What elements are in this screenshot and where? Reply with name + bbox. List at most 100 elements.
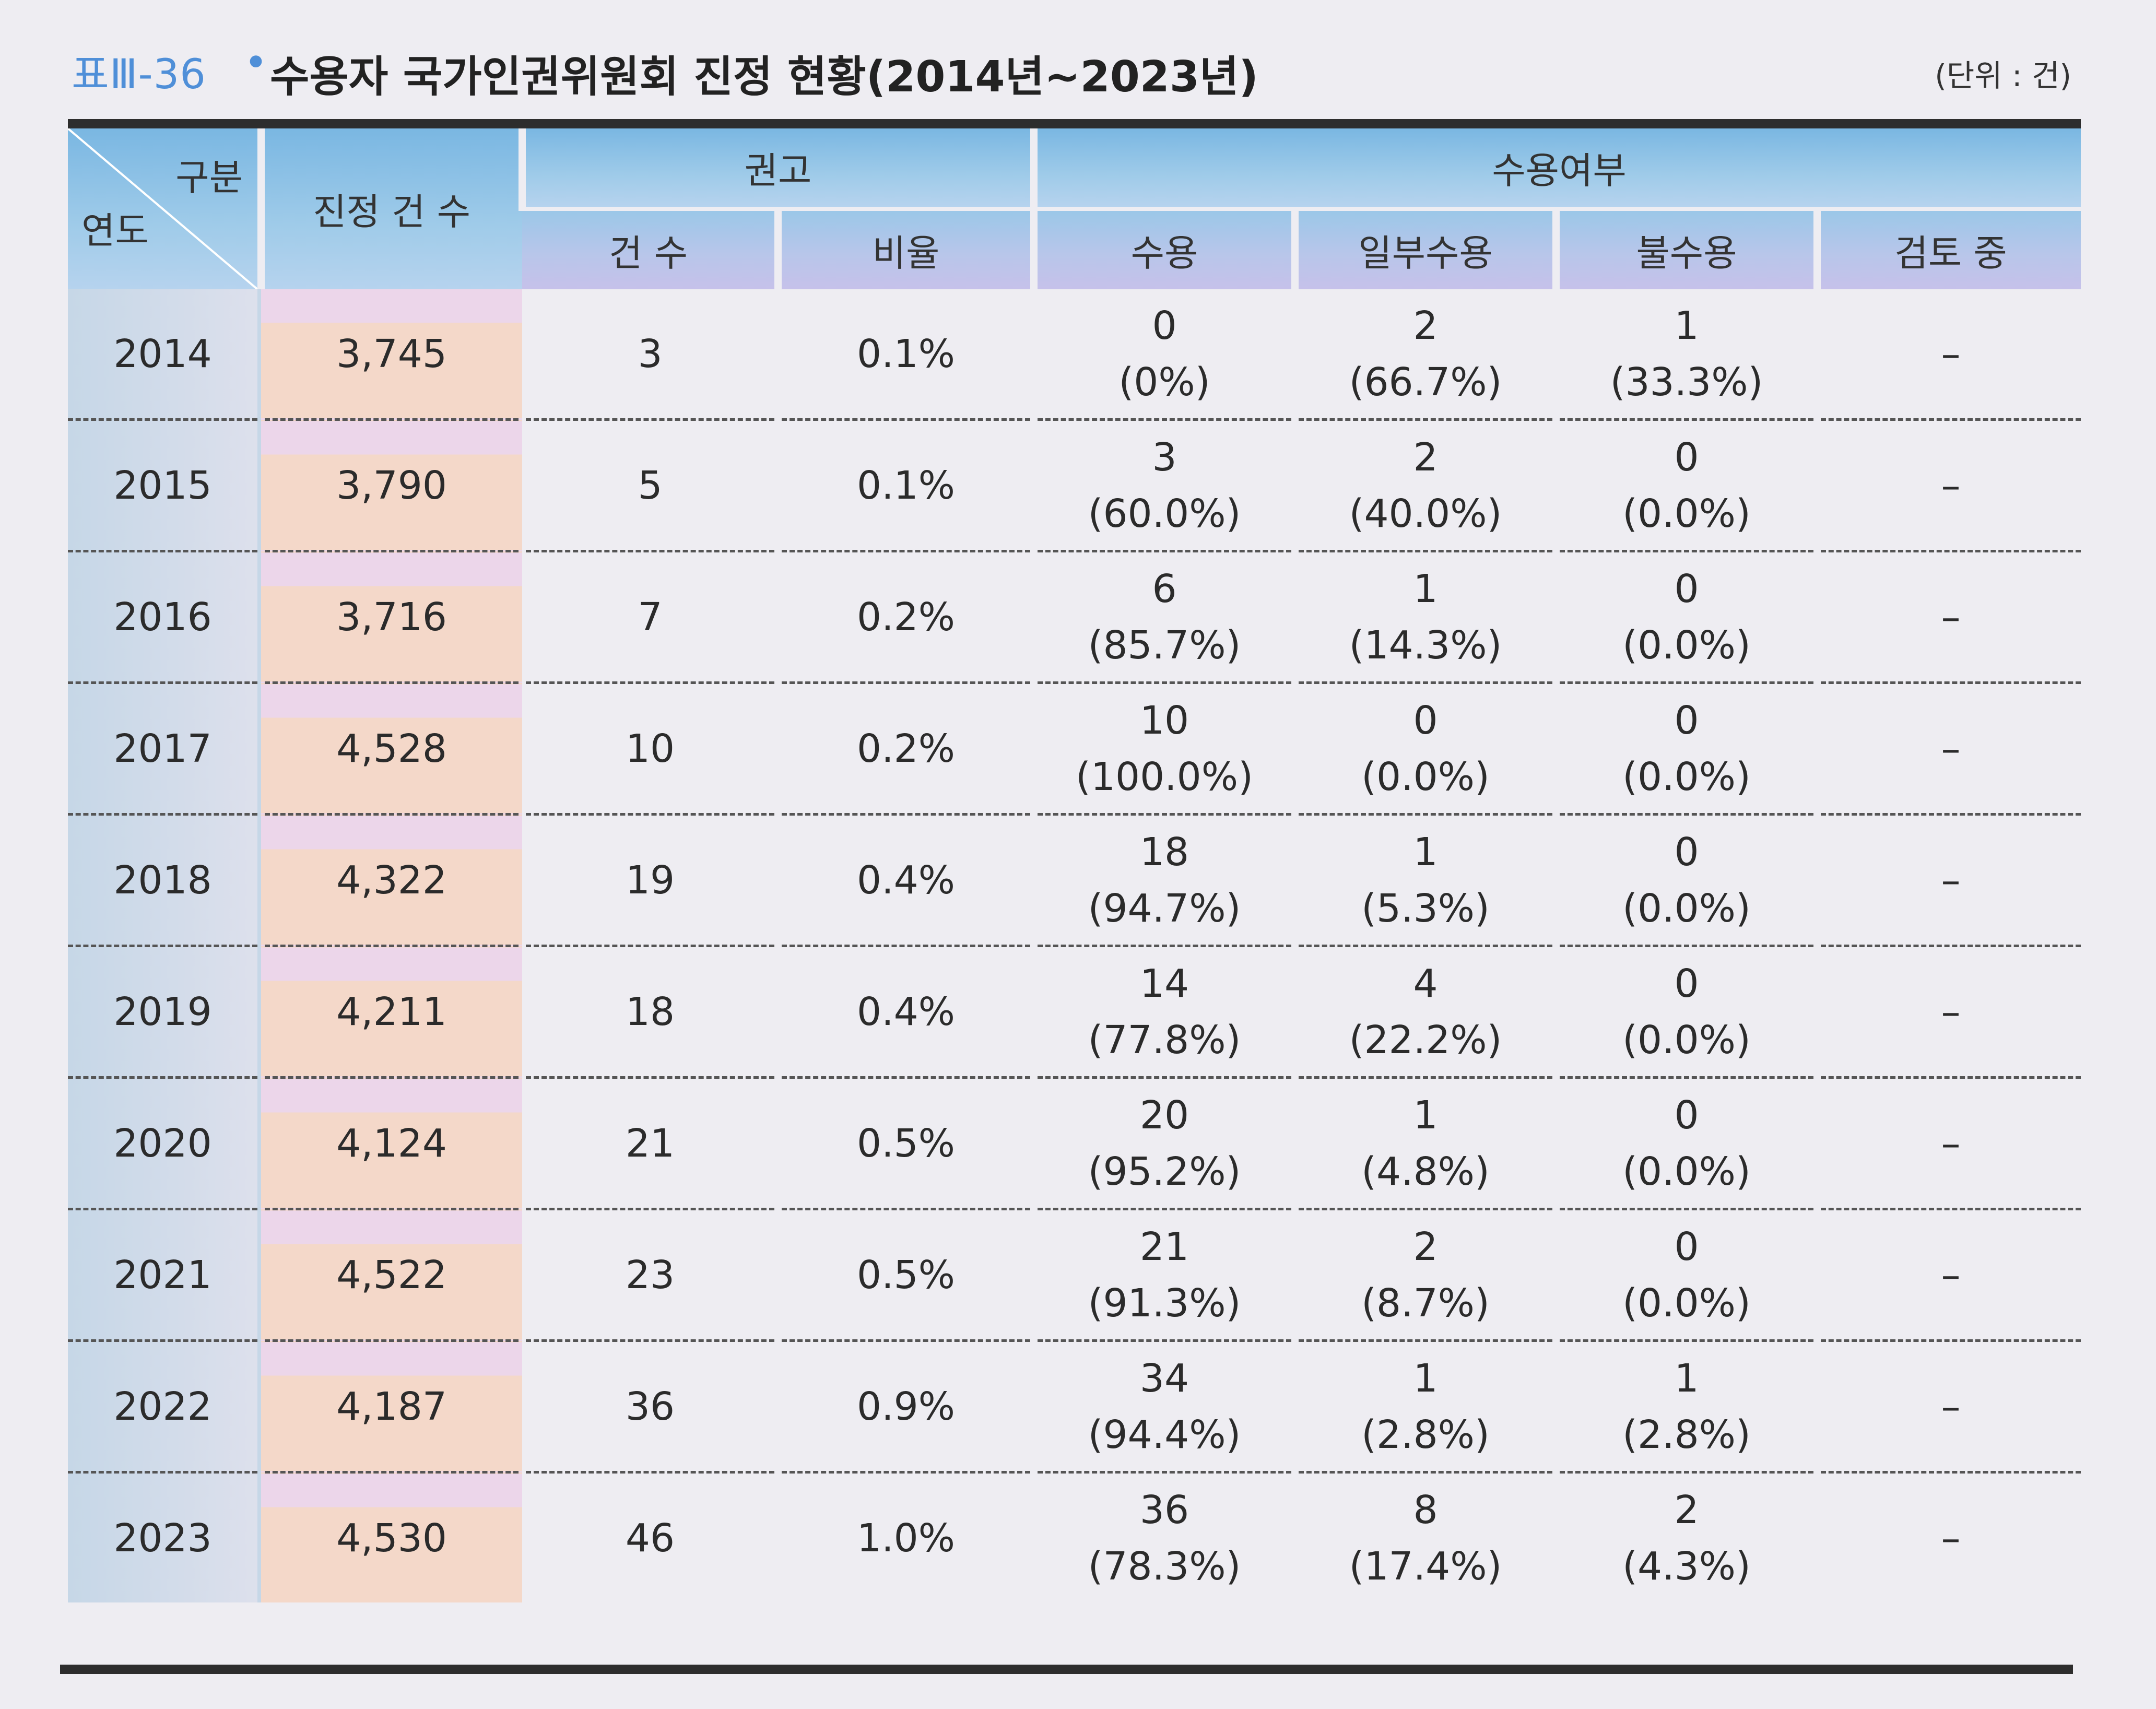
cell-rec-ratio: 0.5% xyxy=(778,1209,1034,1342)
bullet-icon: • xyxy=(244,40,268,87)
partial-pct: (8.7%) xyxy=(1361,1280,1490,1326)
cell-partial: 1 (2.8%) xyxy=(1295,1340,1556,1474)
cell-complaints: 3,716 xyxy=(261,551,522,684)
rejected-value: 0 xyxy=(1674,1092,1699,1138)
accepted-pct: (95.2%) xyxy=(1088,1149,1241,1194)
header-year-category: 구분 연도 xyxy=(68,128,261,289)
accepted-pct: (0%) xyxy=(1118,359,1210,405)
accepted-value: 36 xyxy=(1139,1487,1189,1533)
partial-pct: (0.0%) xyxy=(1361,754,1490,799)
cell-reviewing: – xyxy=(1817,946,2081,1079)
accepted-value: 10 xyxy=(1139,698,1189,743)
cell-reviewing: – xyxy=(1817,1209,2081,1342)
partial-value: 4 xyxy=(1413,961,1438,1006)
rejected-value: 1 xyxy=(1674,303,1699,348)
cell-reviewing: – xyxy=(1817,682,2081,816)
rejected-pct: (0.0%) xyxy=(1622,491,1751,536)
rejected-value: 1 xyxy=(1674,1356,1699,1401)
cell-year: 2021 xyxy=(68,1209,261,1342)
partial-pct: (66.7%) xyxy=(1349,359,1502,405)
cell-partial: 1 (14.3%) xyxy=(1295,551,1556,684)
cell-partial: 0 (0.0%) xyxy=(1295,682,1556,816)
cell-rec-ratio: 1.0% xyxy=(857,1515,955,1561)
cell-rec-ratio: 0.4% xyxy=(778,814,1034,947)
cell-rejected: 0 (0.0%) xyxy=(1556,1209,1817,1342)
cell-complaints: 3,745 xyxy=(261,289,522,421)
partial-value: 0 xyxy=(1413,698,1438,743)
table-row: 2018 4,322 19 0.4% 18 (94.7%) 1 (5.3%) 0 (0… xyxy=(68,814,2081,947)
table-row: 2023 4,530 46 1.0% 36 (78.3%) 8 (17.4%) 2 (… xyxy=(68,1472,2081,1603)
rejected-pct: (0.0%) xyxy=(1622,622,1751,668)
cell-accepted: 0 (0%) xyxy=(1034,289,1295,421)
cell-complaints: 4,522 xyxy=(261,1209,522,1342)
cell-rec-count: 7 xyxy=(522,551,778,684)
cell-partial: 1 (5.3%) xyxy=(1295,814,1556,947)
accepted-value: 6 xyxy=(1152,566,1177,611)
partial-pct: (40.0%) xyxy=(1349,491,1502,536)
cell-accepted: 6 (85.7%) xyxy=(1034,551,1295,684)
header-recommendation: 권고 xyxy=(519,128,1034,211)
cell-accepted: 36 (78.3%) xyxy=(1034,1472,1295,1603)
rejected-value: 0 xyxy=(1674,434,1699,480)
cell-year: 2014 xyxy=(68,289,261,421)
cell-accepted: 20 (95.2%) xyxy=(1034,1077,1295,1210)
rejected-value: 2 xyxy=(1674,1487,1699,1533)
rejected-pct: (0.0%) xyxy=(1622,754,1751,799)
cell-rec-count: 36 xyxy=(522,1340,778,1474)
partial-value: 2 xyxy=(1413,434,1438,480)
cell-partial: 2 (8.7%) xyxy=(1295,1209,1556,1342)
cell-year: 2015 xyxy=(68,419,261,552)
accepted-value: 20 xyxy=(1139,1092,1189,1138)
cell-rec-ratio: 0.1% xyxy=(778,419,1034,552)
header-accepted: 수용 xyxy=(1030,209,1295,289)
table-title: 수용자 국가인권위원회 진정 현황(2014년~2023년) xyxy=(270,52,1258,102)
bottom-rule xyxy=(60,1665,2073,1674)
accepted-value: 14 xyxy=(1139,961,1189,1006)
cell-partial: 4 (22.2%) xyxy=(1295,946,1556,1079)
cell-complaints: 4,530 xyxy=(261,1472,522,1602)
table-row: 2022 4,187 36 0.9% 34 (94.4%) 1 (2.8%) 1 (2… xyxy=(68,1340,2081,1474)
rejected-pct: (4.3%) xyxy=(1622,1543,1751,1589)
accepted-value: 0 xyxy=(1152,303,1177,348)
accepted-pct: (78.3%) xyxy=(1088,1543,1241,1589)
cell-complaints: 4,322 xyxy=(261,814,522,947)
partial-value: 8 xyxy=(1413,1487,1438,1533)
cell-rec-count: 21 xyxy=(522,1077,778,1210)
accepted-pct: (85.7%) xyxy=(1088,622,1241,668)
cell-complaints: 4,187 xyxy=(261,1340,522,1474)
cell-rejected: 0 (0.0%) xyxy=(1556,551,1817,684)
cell-rejected: 2 (4.3%) xyxy=(1556,1472,1817,1603)
cell-rejected: 1 (2.8%) xyxy=(1556,1340,1817,1474)
partial-pct: (4.8%) xyxy=(1361,1149,1490,1194)
cell-accepted: 34 (94.4%) xyxy=(1034,1340,1295,1474)
header-partial: 일부수용 xyxy=(1291,209,1556,289)
header-rec-ratio: 비율 xyxy=(774,209,1034,289)
table-row: 2017 4,528 10 0.2% 10 (100.0%) 0 (0.0%) 0 (… xyxy=(68,682,2081,816)
cell-rec-count: 3 xyxy=(522,289,778,421)
cell-rejected: 0 (0.0%) xyxy=(1556,682,1817,816)
partial-value: 1 xyxy=(1413,1092,1438,1138)
cell-accepted: 18 (94.7%) xyxy=(1034,814,1295,947)
cell-accepted: 14 (77.8%) xyxy=(1034,946,1295,1079)
cell-reviewing: – xyxy=(1817,1077,2081,1210)
header-acceptance: 수용여부 xyxy=(1030,128,2081,211)
partial-pct: (17.4%) xyxy=(1349,1543,1502,1589)
rejected-value: 0 xyxy=(1674,698,1699,743)
partial-value: 1 xyxy=(1413,1356,1438,1401)
top-rule xyxy=(68,119,2081,128)
rejected-value: 0 xyxy=(1674,961,1699,1006)
accepted-pct: (77.8%) xyxy=(1088,1017,1241,1063)
header-gubun: 구분 xyxy=(175,156,243,199)
cell-accepted: 3 (60.0%) xyxy=(1034,419,1295,552)
cell-partial: 1 (4.8%) xyxy=(1295,1077,1556,1210)
cell-year: 2022 xyxy=(68,1340,261,1474)
partial-pct: (22.2%) xyxy=(1349,1017,1502,1063)
accepted-value: 21 xyxy=(1139,1224,1189,1269)
cell-year: 2017 xyxy=(68,682,261,816)
accepted-value: 3 xyxy=(1152,434,1177,480)
rejected-value: 0 xyxy=(1674,1224,1699,1269)
cell-year: 2016 xyxy=(68,551,261,684)
cell-rejected: 0 (0.0%) xyxy=(1556,946,1817,1079)
header-year: 연도 xyxy=(81,209,149,252)
cell-reviewing: – xyxy=(1941,1515,1961,1561)
